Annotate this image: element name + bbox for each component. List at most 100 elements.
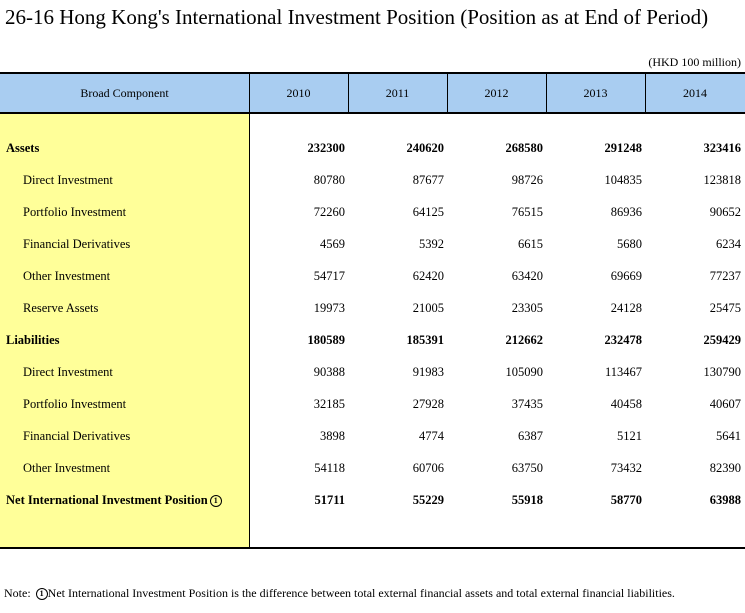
table-cell: 232300 — [307, 141, 346, 155]
table-row: Direct Investment 80780 87677 98726 104835 12… — [0, 164, 745, 196]
table-cell: 19973 — [313, 301, 345, 315]
column-header-year: 2014 — [683, 86, 707, 100]
table-cell: 323416 — [703, 141, 742, 155]
table-cell: 54717 — [313, 269, 345, 283]
row-label-text: Financial Derivatives — [23, 429, 131, 443]
table-cell: 130790 — [703, 365, 742, 379]
table-row: Direct Investment 90388 91983 105090 113467 1… — [0, 356, 745, 388]
table-cell: 21005 — [412, 301, 444, 315]
table-cell: 60706 — [412, 461, 444, 475]
table-cell: 240620 — [406, 141, 445, 155]
table-cell: 291248 — [604, 141, 643, 155]
table-cell: 77237 — [709, 269, 741, 283]
footnote-text: Net International Investment Position is… — [47, 586, 675, 600]
table-row: Financial Derivatives 3898 4774 6387 5121 564… — [0, 420, 745, 452]
table-cell: 104835 — [604, 173, 643, 187]
table-cell: 90652 — [709, 205, 741, 219]
stub-divider — [249, 74, 250, 547]
table-row: Financial Derivatives 4569 5392 6615 5680 623… — [0, 228, 745, 260]
footnote-mark: 1 — [209, 495, 222, 508]
table-cell: 6234 — [716, 237, 741, 251]
table-cell: 87677 — [412, 173, 444, 187]
table-cell: 232478 — [604, 333, 643, 347]
row-label: Portfolio Investment — [23, 388, 126, 420]
table-row: Portfolio Investment 72260 64125 76515 86936… — [0, 196, 745, 228]
page-title: 26-16 Hong Kong's International Investme… — [5, 5, 709, 29]
table-cell: 90388 — [313, 365, 345, 379]
top-rule — [0, 72, 745, 74]
table-cell: 58770 — [610, 493, 642, 507]
stub-column-background — [0, 114, 249, 547]
footnote-prefix: Note: — [4, 586, 34, 600]
table-cell: 5680 — [617, 237, 642, 251]
table-header-band — [0, 74, 745, 112]
unit-note: (HKD 100 million) — [648, 55, 741, 69]
footnote: Note: 1 Net International Investment Posi… — [4, 586, 675, 601]
table-row: Net International Investment Position 1 51… — [0, 484, 745, 516]
table-row: Liabilities 180589 185391 212662 232478 25942… — [0, 324, 745, 356]
row-label: Liabilities — [6, 324, 59, 356]
table-cell: 180589 — [307, 333, 346, 347]
row-label-text: Net International Investment Position — [6, 493, 208, 507]
table-cell: 5641 — [716, 429, 741, 443]
row-label-text: Liabilities — [6, 333, 60, 347]
table-cell: 4569 — [320, 237, 345, 251]
row-label: Financial Derivatives — [23, 228, 130, 260]
row-label-text: Portfolio Investment — [23, 205, 127, 219]
table-cell: 6615 — [518, 237, 543, 251]
table-cell: 54118 — [314, 461, 345, 475]
table-cell: 185391 — [406, 333, 445, 347]
table-cell: 268580 — [505, 141, 544, 155]
table-cell: 91983 — [412, 365, 444, 379]
row-label: Reserve Assets — [23, 292, 98, 324]
table-cell: 25475 — [709, 301, 741, 315]
table-cell: 86936 — [610, 205, 642, 219]
row-label: Financial Derivatives — [23, 420, 130, 452]
footnote-mark: 1 — [35, 588, 48, 601]
table-cell: 98726 — [511, 173, 543, 187]
row-label-text: Other Investment — [23, 269, 111, 283]
row-label-text: Direct Investment — [23, 173, 113, 187]
table-row: Portfolio Investment 32185 27928 37435 40458… — [0, 388, 745, 420]
row-label: Assets — [6, 132, 39, 164]
row-label-text: Financial Derivatives — [23, 237, 131, 251]
table-cell: 123818 — [703, 173, 742, 187]
table-row: Other Investment 54118 60706 63750 73432 8239… — [0, 452, 745, 484]
row-label: Portfolio Investment — [23, 196, 126, 228]
table-cell: 40458 — [610, 397, 642, 411]
row-label: Net International Investment Position 1 — [6, 484, 222, 516]
row-label-text: Portfolio Investment — [23, 397, 127, 411]
column-header-year: 2011 — [385, 86, 410, 100]
table-cell: 32185 — [313, 397, 345, 411]
table-row: Assets 232300 240620 268580 291248 323416 — [0, 132, 745, 164]
row-label: Other Investment — [23, 260, 110, 292]
column-header-year: 2010 — [286, 86, 311, 100]
row-label-text: Reserve Assets — [23, 301, 99, 315]
table-row: Reserve Assets 19973 21005 23305 24128 25475 — [0, 292, 745, 324]
table-cell: 113467 — [604, 365, 642, 379]
table-cell: 63988 — [709, 493, 741, 507]
column-header-broad-component: Broad Component — [80, 86, 169, 100]
table-cell: 82390 — [709, 461, 741, 475]
column-header-year: 2013 — [583, 86, 608, 100]
table-cell: 27928 — [412, 397, 444, 411]
table-cell: 55229 — [412, 493, 444, 507]
row-label-text: Assets — [6, 141, 40, 155]
table-cell: 55918 — [511, 493, 543, 507]
table-cell: 63420 — [511, 269, 543, 283]
column-divider — [447, 74, 448, 112]
table-cell: 80780 — [313, 173, 345, 187]
table-cell: 37435 — [511, 397, 543, 411]
column-divider — [348, 74, 349, 112]
row-label: Direct Investment — [23, 164, 113, 196]
table-cell: 259429 — [703, 333, 742, 347]
table-cell: 3898 — [320, 429, 345, 443]
table-cell: 69669 — [610, 269, 642, 283]
table-cell: 51711 — [314, 493, 345, 507]
table-cell: 62420 — [412, 269, 444, 283]
table-cell: 64125 — [412, 205, 444, 219]
row-label-text: Direct Investment — [23, 365, 113, 379]
table-cell: 6387 — [518, 429, 543, 443]
header-rule — [0, 112, 745, 114]
table-cell: 72260 — [313, 205, 345, 219]
